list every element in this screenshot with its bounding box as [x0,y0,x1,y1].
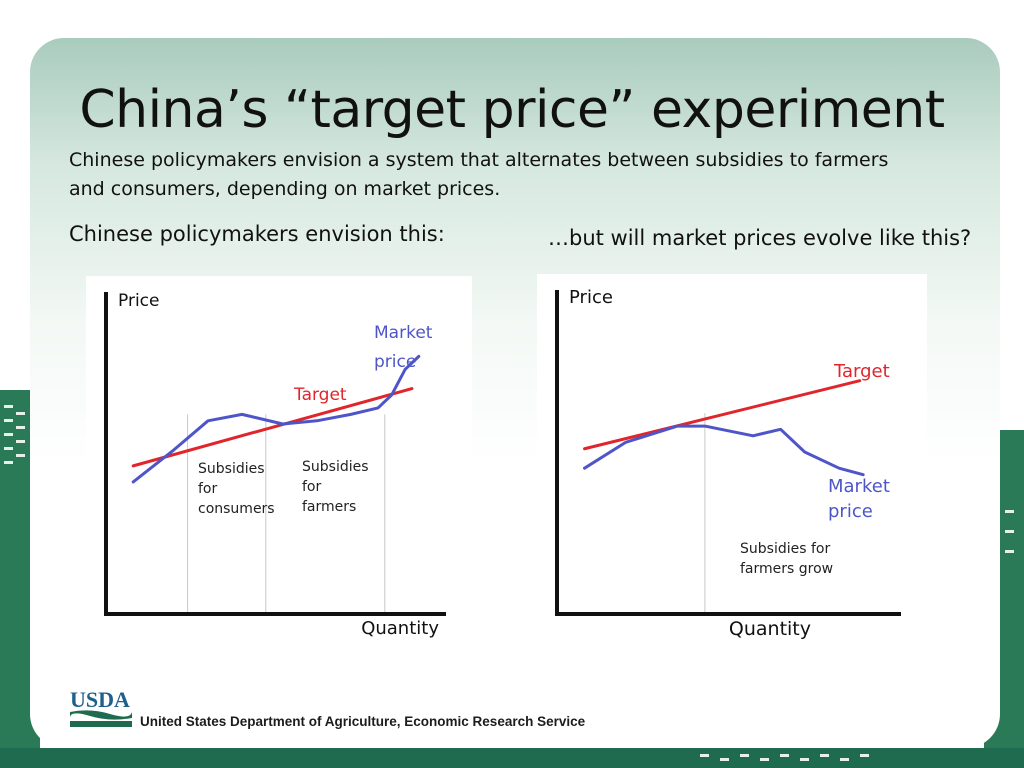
right-chart-svg: Price Quantity Target Market price Subsidies … [555,287,901,640]
annotation-text: Subsidies [302,459,369,475]
x-axis-label: Quantity [361,618,439,639]
annotation-text: farmers grow [740,561,833,577]
market-series-label: Market [374,323,433,343]
market-price-line [131,354,421,484]
y-axis-label: Price [118,291,159,311]
target-price-line [131,387,414,468]
x-axis-label: Quantity [729,618,811,640]
y-axis-label: Price [569,287,613,308]
left-chart-svg: Price Quantity Target Market price Subsidies f… [104,291,446,639]
market-series-label: price [828,501,873,522]
right-chart-caption: …but will market prices evolve like this… [548,226,972,250]
target-series-label: Target [833,361,890,382]
market-price-line [583,424,865,477]
market-series-label: price [374,352,416,372]
annotation-text: consumers [198,501,275,517]
left-chart: Price Quantity Target Market price Subsidies f… [86,276,472,650]
right-chart: Price Quantity Target Market price Subsidies … [537,274,927,648]
target-price-line [583,379,862,451]
market-series-label: Market [828,476,890,497]
annotation-text: Subsidies for [740,541,830,557]
annotation-text: for [302,479,321,495]
intro-text: Chinese policymakers envision a system t… [69,149,889,200]
left-chart-caption: Chinese policymakers envision this: [69,222,445,246]
annotation-text: for [198,481,217,497]
target-series-label: Target [293,385,347,405]
annotation-text: farmers [302,499,356,515]
annotation-text: Subsidies [198,461,265,477]
footer-agency-name: United States Department of Agriculture,… [140,714,586,729]
usda-logo: USDA [70,688,132,727]
page-title: China’s “target price” experiment [79,80,945,140]
usda-logo-text: USDA [70,688,130,712]
